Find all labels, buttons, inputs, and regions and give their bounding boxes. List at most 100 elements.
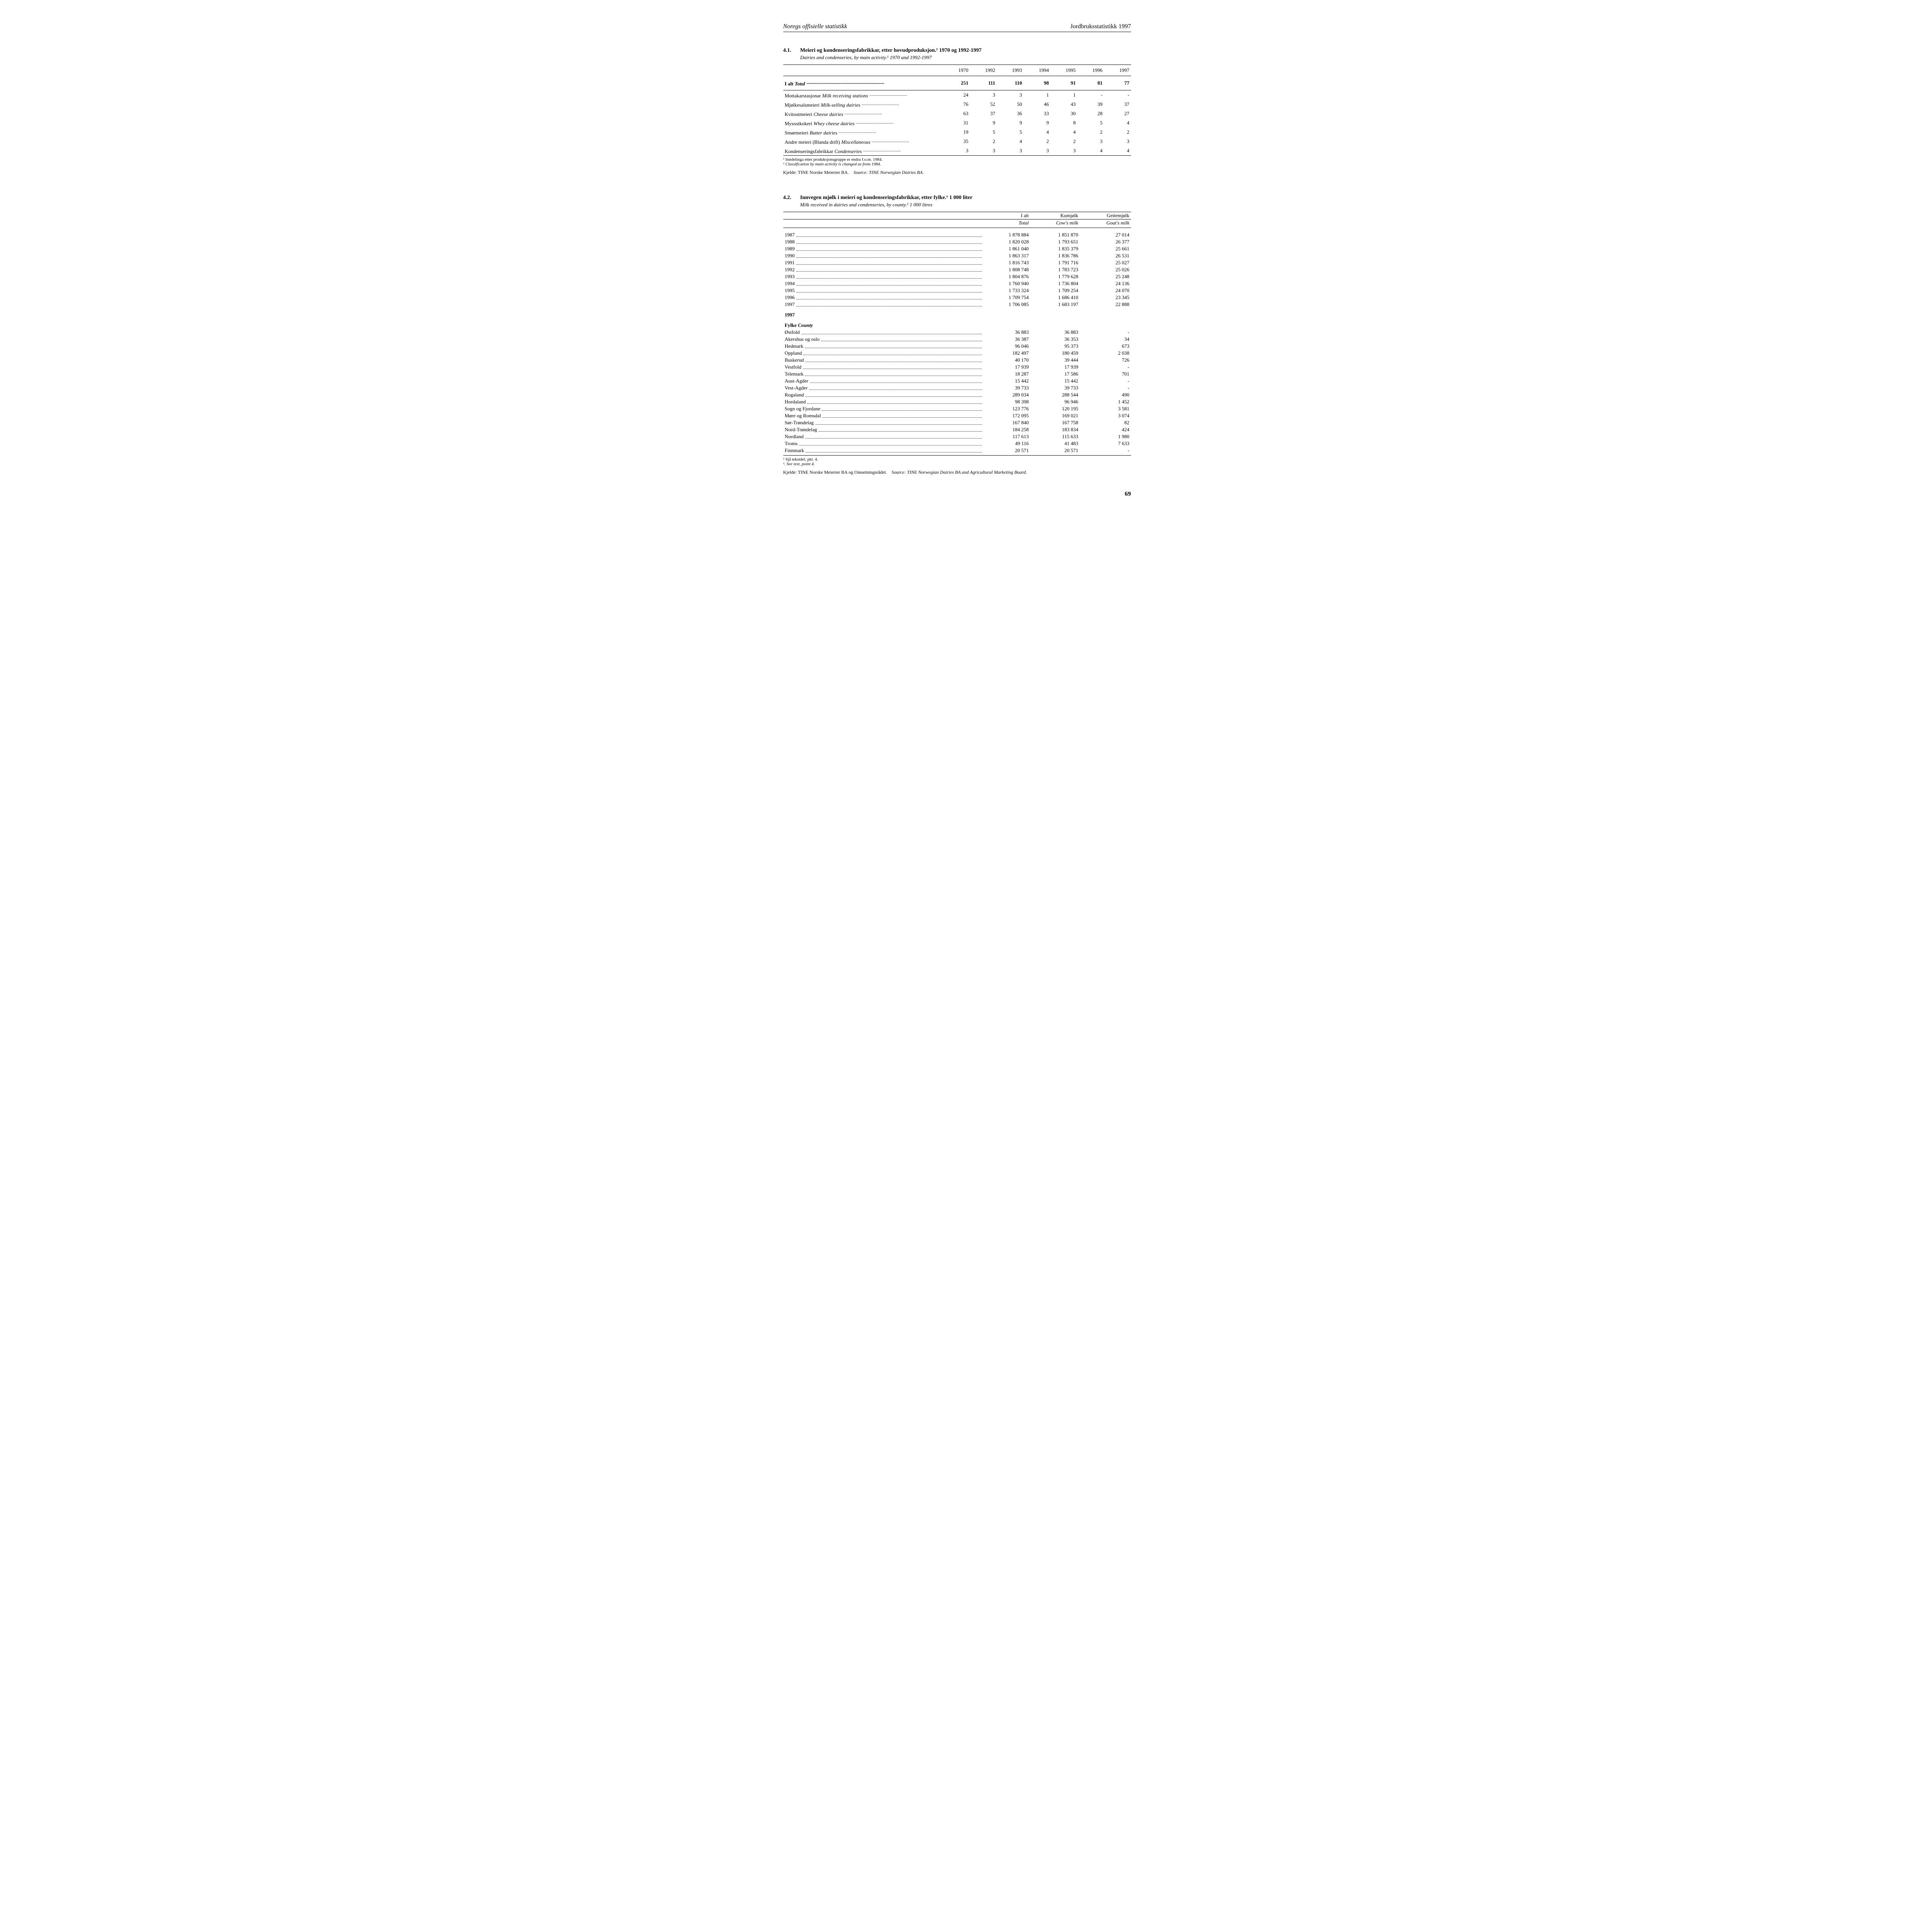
cell: 17 939 — [985, 364, 1031, 371]
col-header: 1994 — [1024, 65, 1050, 76]
cell: 98 398 — [985, 398, 1031, 405]
cell: 30 — [1050, 109, 1077, 118]
cell: 33 — [1024, 109, 1050, 118]
year-label: 1994 — [785, 281, 795, 287]
cell: 91 — [1050, 76, 1077, 90]
table-row: 19961 709 7541 686 41023 345 — [783, 294, 1131, 301]
table-row: Vest-Agder39 73339 733- — [783, 384, 1131, 391]
table-4-2: I alt Kumjølk Geitemjølk Total Cow's mil… — [783, 212, 1131, 456]
cell: 36 387 — [985, 336, 1031, 343]
col-header: 1970 — [943, 65, 970, 76]
row-label: Mottakarstasjonar Milk receiving station… — [783, 90, 943, 100]
footnote-no: ¹ Inndelinga etter produksjonsgruppe er … — [783, 157, 883, 162]
cell: 110 — [997, 76, 1023, 90]
cell: 23 345 — [1080, 294, 1131, 301]
table-row: Finnmark20 57120 571- — [783, 447, 1131, 456]
sub-label: Fylke County — [783, 318, 1131, 329]
cell: 20 571 — [985, 447, 1031, 456]
footnote: ¹ Inndelinga etter produksjonsgruppe er … — [783, 157, 1131, 167]
cell: 1 861 040 — [985, 245, 1031, 252]
cell: 39 733 — [1030, 384, 1080, 391]
table-row: Akershus og oslo36 38736 35334 — [783, 336, 1131, 343]
cell: 36 — [997, 109, 1023, 118]
cell: 3 — [997, 90, 1023, 100]
table-row: Oppland182 497180 4592 038 — [783, 350, 1131, 357]
cell: 52 — [970, 100, 997, 109]
cell: 1 733 324 — [985, 287, 1031, 294]
cell: 9 — [970, 118, 997, 128]
col-header: Total — [985, 219, 1031, 228]
cell: 1 804 876 — [985, 273, 1031, 280]
county-label: Vestfold — [785, 364, 801, 370]
source-no: Kjelde: TINE Norske Meierier BA. — [783, 170, 849, 175]
cell: 76 — [943, 100, 970, 109]
section-number: 4.1. — [783, 48, 800, 54]
cell: 172 095 — [985, 412, 1031, 419]
cell: 1 783 723 — [1030, 266, 1080, 273]
cell: 5 — [1077, 118, 1104, 128]
cell: 184 258 — [985, 426, 1031, 433]
cell: 17 586 — [1030, 371, 1080, 378]
county-label: Buskerud — [785, 357, 804, 363]
col-header: Kumjølk — [1030, 212, 1080, 219]
cell: 2 038 — [1080, 350, 1131, 357]
cell: 115 633 — [1030, 433, 1080, 440]
cell: 1 820 028 — [985, 238, 1031, 245]
cell: - — [1080, 329, 1131, 336]
cell: 1 779 628 — [1030, 273, 1080, 280]
cell: 26 377 — [1080, 238, 1131, 245]
cell: 1 — [1024, 90, 1050, 100]
row-label: Mjølkesalsmeieri Milk-selling dairies ..… — [783, 100, 943, 109]
cell: 3 — [997, 146, 1023, 156]
cell: 183 834 — [1030, 426, 1080, 433]
table-row: Mjølkesalsmeieri Milk-selling dairies ..… — [783, 100, 1131, 109]
cell: 169 021 — [1030, 412, 1080, 419]
row-label: Kondenseringsfabrikkar Condenseries ....… — [783, 146, 943, 156]
total-label-en: Total — [795, 81, 805, 87]
year-label: 1992 — [785, 267, 795, 273]
cell: 2 — [1077, 128, 1104, 137]
cell: 8 — [1050, 118, 1077, 128]
col-header: Cow's milk — [1030, 219, 1080, 228]
col-header: 1993 — [997, 65, 1023, 76]
cell: 490 — [1080, 391, 1131, 398]
cell: 24 — [943, 90, 970, 100]
cell: 4 — [1077, 146, 1104, 156]
table-row: Vestfold17 93917 939- — [783, 364, 1131, 371]
table-row: Nordland117 613115 6331 980 — [783, 433, 1131, 440]
footnote-en: ¹ Classification by main activity is cha… — [783, 162, 881, 167]
cell: 81 — [1077, 76, 1104, 90]
cell: 9 — [997, 118, 1023, 128]
cell: 43 — [1050, 100, 1077, 109]
cell: 1 760 940 — [985, 280, 1031, 287]
table-row: 19941 760 9401 736 80424 136 — [783, 280, 1131, 287]
sub-year: 1997 — [783, 308, 1131, 318]
cell: - — [1104, 90, 1131, 100]
section-heading: Meieri og kondenseringsfabrikkar, etter … — [800, 48, 982, 54]
table-header-row: 1970 1992 1993 1994 1995 1996 1997 — [783, 65, 1131, 76]
county-label: Aust-Agder — [785, 378, 808, 384]
cell: 1 — [1050, 90, 1077, 100]
county-label: Nord-Trøndelag — [785, 427, 817, 433]
cell: 2 — [1050, 137, 1077, 146]
cell: 96 046 — [985, 343, 1031, 350]
section-heading: Innvegen mjølk i meieri og kondenserings… — [800, 195, 973, 201]
row-label: Andre meieri (Blanda drift) Miscellaneou… — [783, 137, 943, 146]
col-header: 1997 — [1104, 65, 1131, 76]
table-row: Troms49 11641 4837 633 — [783, 440, 1131, 447]
cell: 1 452 — [1080, 398, 1131, 405]
table-row-total: I alt Total ............................… — [783, 76, 1131, 90]
cell: 4 — [1104, 146, 1131, 156]
table-row: 19921 808 7481 783 72325 026 — [783, 266, 1131, 273]
row-label: Mysostkokeri Whey cheese dairies .......… — [783, 118, 943, 128]
table-row: Kvitostmeieri Cheese dairies ...........… — [783, 109, 1131, 118]
table-row: Kondenseringsfabrikkar Condenseries ....… — [783, 146, 1131, 156]
table-row: Hordaland98 39896 9461 452 — [783, 398, 1131, 405]
table-row: 19901 863 3171 836 78626 531 — [783, 252, 1131, 259]
table-row: 19931 804 8761 779 62825 248 — [783, 273, 1131, 280]
table-row: Telemark18 28717 586701 — [783, 371, 1131, 378]
header-right: Jordbruksstatistikk 1997 — [1070, 23, 1131, 30]
cell: 3 — [1077, 137, 1104, 146]
source-en: Source: TINE Norwegian Dairies BA and Ag… — [891, 469, 1027, 475]
table-row: Buskerud40 17039 444726 — [783, 357, 1131, 364]
